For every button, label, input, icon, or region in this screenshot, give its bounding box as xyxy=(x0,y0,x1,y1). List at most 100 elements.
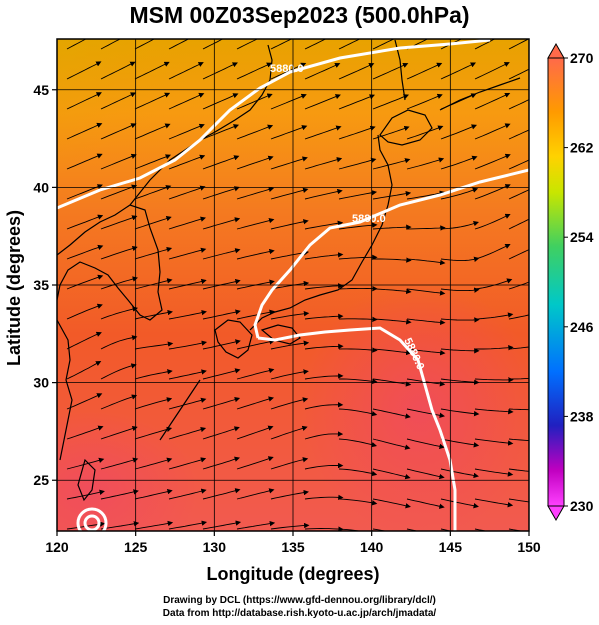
streamline xyxy=(202,368,241,380)
x-axis-title: Longitude (degrees) xyxy=(206,564,379,584)
colorbar-scale xyxy=(547,57,565,507)
streamline xyxy=(202,62,238,80)
streamline xyxy=(304,94,341,110)
streamline xyxy=(134,520,174,530)
streamline xyxy=(406,468,445,480)
streamline xyxy=(474,528,488,531)
streamline xyxy=(440,408,480,417)
streamline xyxy=(202,426,240,440)
streamline xyxy=(270,250,310,260)
streamline xyxy=(474,184,511,200)
streamline xyxy=(270,489,309,500)
streamline xyxy=(304,343,344,350)
streamline xyxy=(202,309,241,320)
streamline xyxy=(168,340,208,350)
streamline xyxy=(406,408,445,418)
streamline xyxy=(100,425,138,440)
streamline xyxy=(406,93,443,110)
streamline xyxy=(66,303,103,320)
streamline xyxy=(100,363,137,380)
streamline xyxy=(474,278,513,290)
streamline xyxy=(304,220,344,230)
streamline xyxy=(202,186,240,200)
x-tick-label: 140 xyxy=(360,539,384,555)
streamline xyxy=(236,124,274,140)
streamline xyxy=(508,378,529,380)
streamline xyxy=(134,488,173,500)
colorbar-tick-label: 254 xyxy=(570,229,594,245)
streamline xyxy=(474,213,511,230)
streamline xyxy=(508,314,529,320)
streamline xyxy=(100,276,138,290)
streamline xyxy=(508,129,529,140)
streamline xyxy=(66,489,105,500)
streamline xyxy=(168,369,207,380)
streamline xyxy=(236,62,273,80)
streamline xyxy=(66,331,102,350)
streamline xyxy=(304,62,341,80)
streamline xyxy=(236,339,275,350)
streamline xyxy=(440,438,480,448)
streamline xyxy=(100,394,138,410)
streamline xyxy=(202,155,240,170)
streamline xyxy=(134,278,173,290)
footer: Drawing by DCL (https://www.gfd-dennou.o… xyxy=(0,594,599,620)
streamline xyxy=(440,256,480,262)
streamline xyxy=(304,494,344,501)
streamline xyxy=(338,438,378,448)
streamline xyxy=(100,123,137,140)
streamline xyxy=(372,468,411,480)
contour-typhoon-center xyxy=(83,514,101,531)
streamline xyxy=(474,498,514,508)
streamline xyxy=(66,244,104,260)
streamline xyxy=(440,468,479,479)
x-tick-label: 125 xyxy=(124,539,148,555)
streamline xyxy=(372,528,388,531)
streamline xyxy=(372,348,412,356)
streamline xyxy=(304,462,344,470)
streamline xyxy=(168,123,205,140)
streamline xyxy=(100,184,138,200)
streamline xyxy=(440,62,477,80)
streamline xyxy=(134,123,171,140)
streamline xyxy=(168,520,208,530)
streamline xyxy=(270,369,309,380)
contour-line-south xyxy=(257,326,457,531)
streamline xyxy=(372,94,410,110)
streamline xyxy=(338,347,378,353)
streamline xyxy=(236,488,275,500)
streamline xyxy=(338,408,378,417)
y-axis: 25 30 35 40 45 xyxy=(33,82,57,488)
streamline xyxy=(406,225,446,231)
streamline xyxy=(236,155,274,170)
streamline xyxy=(66,122,103,140)
streamline xyxy=(66,153,103,170)
streamline xyxy=(134,457,173,470)
streamline xyxy=(406,498,445,509)
streamline xyxy=(100,306,139,320)
streamline xyxy=(338,190,378,200)
y-tick-label: 30 xyxy=(33,375,49,391)
streamline xyxy=(270,219,309,230)
streamline xyxy=(134,341,174,350)
streamline xyxy=(304,373,344,380)
streamline xyxy=(100,521,140,530)
streamline xyxy=(440,498,479,509)
streamline xyxy=(372,378,412,387)
streamline xyxy=(236,186,275,200)
streamline xyxy=(134,61,170,80)
streamline xyxy=(236,456,274,470)
streamline xyxy=(100,245,138,260)
streamline xyxy=(508,68,529,80)
streamline xyxy=(338,498,378,506)
streamline xyxy=(372,408,411,419)
streamline xyxy=(372,498,411,509)
streamline xyxy=(168,39,190,50)
streamline xyxy=(372,224,412,230)
streamline xyxy=(270,125,308,140)
map-title: MSM 00Z03Sep2023 (500.0hPa) xyxy=(129,2,470,28)
streamline xyxy=(100,489,139,500)
streamline xyxy=(134,426,173,440)
streamline xyxy=(66,184,103,200)
